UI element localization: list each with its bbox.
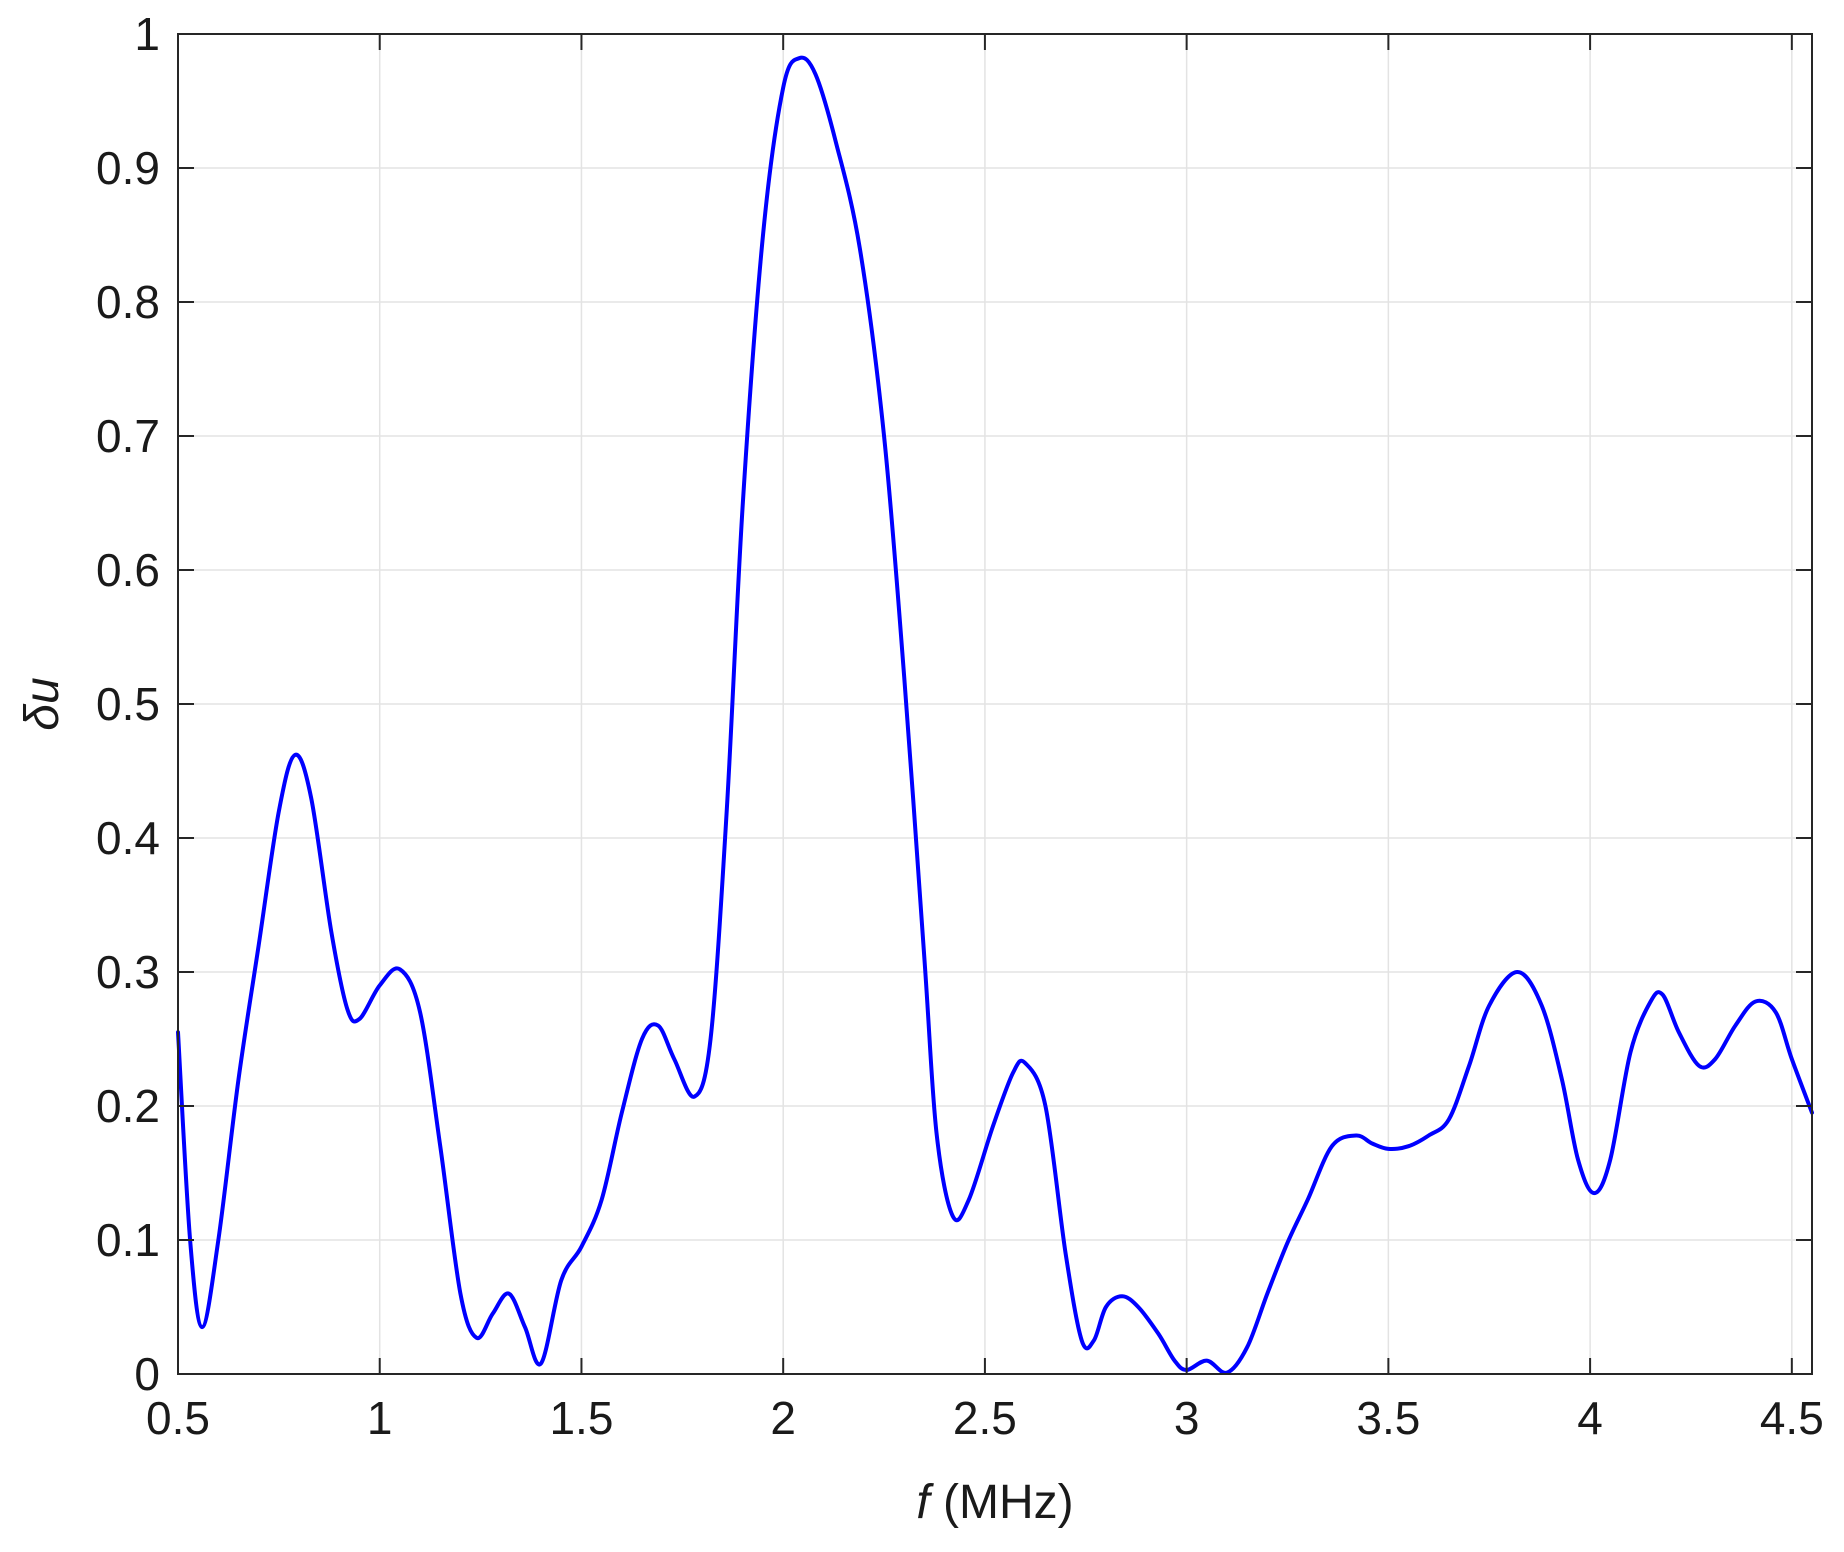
y-tick-label: 0.7 xyxy=(96,410,160,462)
x-tick-label: 4.5 xyxy=(1760,1392,1824,1444)
x-tick-label: 4 xyxy=(1577,1392,1603,1444)
x-tick-label: 1.5 xyxy=(549,1392,613,1444)
x-tick-label: 3 xyxy=(1174,1392,1200,1444)
x-tick-labels: 0.5 1 1.5 2 2.5 3 3.5 4 4.5 xyxy=(146,1392,1824,1444)
x-tick-label: 1 xyxy=(367,1392,393,1444)
y-tick-label: 0 xyxy=(134,1348,160,1400)
y-tick-label: 0.3 xyxy=(96,946,160,998)
y-tick-label: 1 xyxy=(134,8,160,60)
y-tick-label: 0.2 xyxy=(96,1080,160,1132)
x-tick-label: 3.5 xyxy=(1356,1392,1420,1444)
grid xyxy=(177,33,1812,1375)
x-axis-label: f (MHz) xyxy=(916,1476,1073,1529)
x-tick-label: 0.5 xyxy=(146,1392,210,1444)
y-axis-label: δu xyxy=(16,677,69,730)
y-tick-label: 0.8 xyxy=(96,276,160,328)
y-tick-label: 0.6 xyxy=(96,544,160,596)
y-tick-labels: 0 0.1 0.2 0.3 0.4 0.5 0.6 0.7 0.8 0.9 1 xyxy=(96,8,160,1400)
tick-marks xyxy=(177,33,1812,1375)
y-tick-label: 0.5 xyxy=(96,678,160,730)
series-line xyxy=(176,55,1814,1375)
x-tick-label: 2.5 xyxy=(953,1392,1017,1444)
series-layer xyxy=(176,55,1814,1375)
x-axis-label-unit: (MHz) xyxy=(930,1476,1074,1529)
y-tick-label: 0.4 xyxy=(96,812,160,864)
y-tick-label: 0.1 xyxy=(96,1214,160,1266)
y-tick-label: 0.9 xyxy=(96,142,160,194)
x-tick-label: 2 xyxy=(770,1392,796,1444)
